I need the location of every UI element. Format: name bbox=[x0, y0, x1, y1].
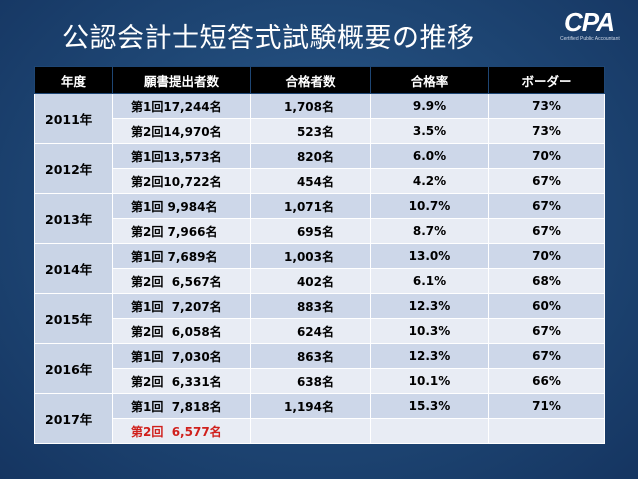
table-row: 第2回 7,966名 695名 8.7% 67% bbox=[35, 218, 605, 244]
table-row: 2011年 第1回17,244名 1,708名 9.9% 73% bbox=[34, 93, 605, 144]
border-cell: 67% bbox=[488, 193, 605, 219]
table-row: 2015年 第1回 7,207名 883名 12.3% 60% bbox=[34, 293, 605, 344]
table-header-row: 年度 願書提出者数 合格者数 合格率 ボーダー bbox=[34, 66, 605, 94]
passed-cell: 624名 bbox=[250, 318, 371, 344]
table-row: 第2回 6,567名 402名 6.1% 68% bbox=[35, 268, 605, 294]
header-pass-rate: 合格率 bbox=[370, 66, 489, 94]
table-row: 第2回 6,577名 bbox=[35, 418, 605, 444]
applicants-cell: 第1回13,573名 bbox=[112, 143, 251, 169]
applicants-cell: 第2回 6,567名 bbox=[112, 268, 251, 294]
year-cell: 2015年 bbox=[34, 293, 113, 344]
border-cell: 73% bbox=[488, 93, 605, 119]
header-year: 年度 bbox=[34, 66, 113, 94]
year-cell: 2013年 bbox=[34, 193, 113, 244]
applicants-cell: 第1回17,244名 bbox=[112, 93, 251, 119]
border-cell: 70% bbox=[488, 143, 605, 169]
logo-subtitle: Certified Public Accountant bbox=[560, 36, 620, 42]
pass-rate-cell: 12.3% bbox=[370, 293, 489, 319]
table-row: 第2回 6,331名 638名 10.1% 66% bbox=[35, 368, 605, 394]
border-cell: 66% bbox=[488, 368, 605, 394]
border-cell: 60% bbox=[488, 293, 605, 319]
pass-rate-cell: 12.3% bbox=[370, 343, 489, 369]
applicants-cell-highlighted: 第2回 6,577名 bbox=[112, 418, 251, 444]
cpa-logo: CPA Certified Public Accountant bbox=[560, 7, 620, 52]
applicants-cell: 第1回 7,207名 bbox=[112, 293, 251, 319]
passed-cell: 863名 bbox=[250, 343, 371, 369]
logo-text: CPA bbox=[564, 7, 615, 37]
pass-rate-cell: 8.7% bbox=[370, 218, 489, 244]
year-cell: 2014年 bbox=[34, 243, 113, 294]
page-title: 公認会計士短答式試験概要の推移 bbox=[62, 23, 475, 54]
border-cell: 71% bbox=[488, 393, 605, 419]
applicants-cell: 第2回 6,058名 bbox=[112, 318, 251, 344]
passed-cell: 1,003名 bbox=[250, 243, 371, 269]
passed-cell: 638名 bbox=[250, 368, 371, 394]
pass-rate-cell: 15.3% bbox=[370, 393, 489, 419]
table-row: 2013年 第1回 9,984名 1,071名 10.7% 67% bbox=[34, 193, 605, 244]
applicants-cell: 第1回 7,689名 bbox=[112, 243, 251, 269]
pass-rate-cell: 10.3% bbox=[370, 318, 489, 344]
applicants-cell: 第2回14,970名 bbox=[112, 118, 251, 144]
applicants-cell: 第1回 7,030名 bbox=[112, 343, 251, 369]
border-cell: 67% bbox=[488, 318, 605, 344]
passed-cell: 402名 bbox=[250, 268, 371, 294]
year-cell: 2017年 bbox=[34, 393, 113, 444]
passed-cell: 523名 bbox=[250, 118, 371, 144]
passed-cell: 820名 bbox=[250, 143, 371, 169]
border-cell: 70% bbox=[488, 243, 605, 269]
year-cell: 2016年 bbox=[34, 343, 113, 394]
pass-rate-cell: 10.7% bbox=[370, 193, 489, 219]
applicants-cell: 第1回 7,818名 bbox=[112, 393, 251, 419]
pass-rate-cell: 6.0% bbox=[370, 143, 489, 169]
passed-cell bbox=[250, 418, 371, 444]
border-cell: 67% bbox=[488, 218, 605, 244]
passed-cell: 695名 bbox=[250, 218, 371, 244]
passed-cell: 454名 bbox=[250, 168, 371, 194]
table-row: 第2回10,722名 454名 4.2% 67% bbox=[35, 168, 605, 194]
table-row: 第2回14,970名 523名 3.5% 73% bbox=[35, 118, 605, 144]
border-cell: 73% bbox=[488, 118, 605, 144]
border-cell: 68% bbox=[488, 268, 605, 294]
table-row: 2016年 第1回 7,030名 863名 12.3% 67% bbox=[34, 343, 605, 394]
pass-rate-cell: 6.1% bbox=[370, 268, 489, 294]
passed-cell: 1,708名 bbox=[250, 93, 371, 119]
applicants-cell: 第2回 7,966名 bbox=[112, 218, 251, 244]
applicants-cell: 第1回 9,984名 bbox=[112, 193, 251, 219]
table-row: 2017年 第1回 7,818名 1,194名 15.3% 71% bbox=[34, 393, 605, 444]
year-cell: 2011年 bbox=[34, 93, 113, 144]
border-cell bbox=[488, 418, 605, 444]
year-cell: 2012年 bbox=[34, 143, 113, 194]
table-row: 2014年 第1回 7,689名 1,003名 13.0% 70% bbox=[34, 243, 605, 294]
header-passed: 合格者数 bbox=[250, 66, 371, 94]
pass-rate-cell: 13.0% bbox=[370, 243, 489, 269]
pass-rate-cell bbox=[370, 418, 489, 444]
passed-cell: 1,194名 bbox=[250, 393, 371, 419]
table-row: 2012年 第1回13,573名 820名 6.0% 70% bbox=[34, 143, 605, 194]
header-border: ボーダー bbox=[488, 66, 605, 94]
pass-rate-cell: 3.5% bbox=[370, 118, 489, 144]
pass-rate-cell: 10.1% bbox=[370, 368, 489, 394]
pass-rate-cell: 9.9% bbox=[370, 93, 489, 119]
passed-cell: 883名 bbox=[250, 293, 371, 319]
border-cell: 67% bbox=[488, 343, 605, 369]
header-applicants: 願書提出者数 bbox=[112, 66, 251, 94]
passed-cell: 1,071名 bbox=[250, 193, 371, 219]
border-cell: 67% bbox=[488, 168, 605, 194]
exam-summary-table: 年度 願書提出者数 合格者数 合格率 ボーダー 2011年 第1回17,244名… bbox=[34, 66, 605, 444]
pass-rate-cell: 4.2% bbox=[370, 168, 489, 194]
applicants-cell: 第2回10,722名 bbox=[112, 168, 251, 194]
table-row: 第2回 6,058名 624名 10.3% 67% bbox=[35, 318, 605, 344]
applicants-cell: 第2回 6,331名 bbox=[112, 368, 251, 394]
